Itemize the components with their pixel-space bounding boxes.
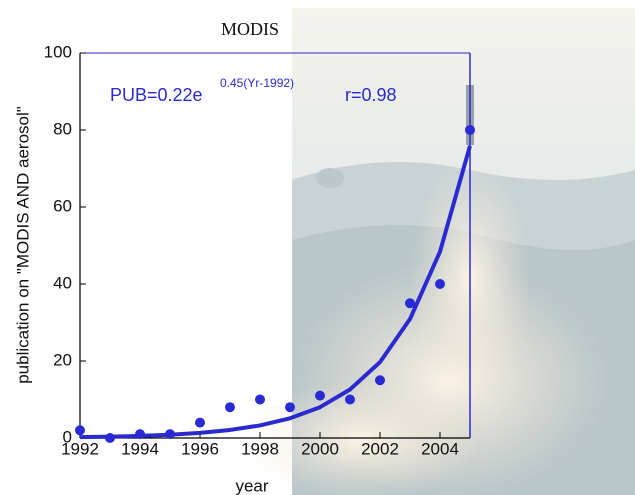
background-photo [240, 8, 635, 495]
x-tick-label: 1998 [241, 439, 279, 458]
chart-title: MODIS [221, 19, 279, 39]
data-point [375, 375, 385, 386]
x-tick-label: 2002 [361, 439, 399, 458]
y-tick-label: 100 [44, 42, 72, 61]
x-tick-label: 2000 [301, 439, 339, 458]
data-point [255, 394, 265, 405]
x-tick-label: 1994 [121, 439, 159, 458]
y-tick-label: 0 [63, 427, 72, 446]
data-point [315, 390, 325, 401]
y-tick-label: 40 [53, 273, 72, 292]
fit-curve [79, 145, 472, 440]
y-tick-label: 20 [53, 350, 72, 369]
data-point [285, 402, 295, 413]
annotation: r=0.98 [345, 85, 397, 105]
x-axis-label: year [235, 476, 268, 495]
annotation: PUB=0.22e [110, 85, 203, 105]
x-tick-label: 1992 [61, 439, 99, 458]
y-axis-label: publication on "MODIS AND aerosol" [13, 106, 32, 384]
data-point [75, 425, 85, 436]
data-point [465, 125, 475, 135]
data-point [345, 394, 355, 405]
data-point [435, 279, 445, 289]
data-point [225, 402, 235, 413]
data-point [405, 298, 415, 309]
data-point [195, 417, 205, 428]
annotation-exponent: 0.45(Yr-1992) [220, 76, 294, 90]
x-tick-label: 1996 [181, 439, 219, 458]
y-tick-label: 80 [53, 119, 72, 138]
y-tick-label: 60 [53, 196, 72, 215]
x-tick-label: 2004 [421, 439, 459, 458]
